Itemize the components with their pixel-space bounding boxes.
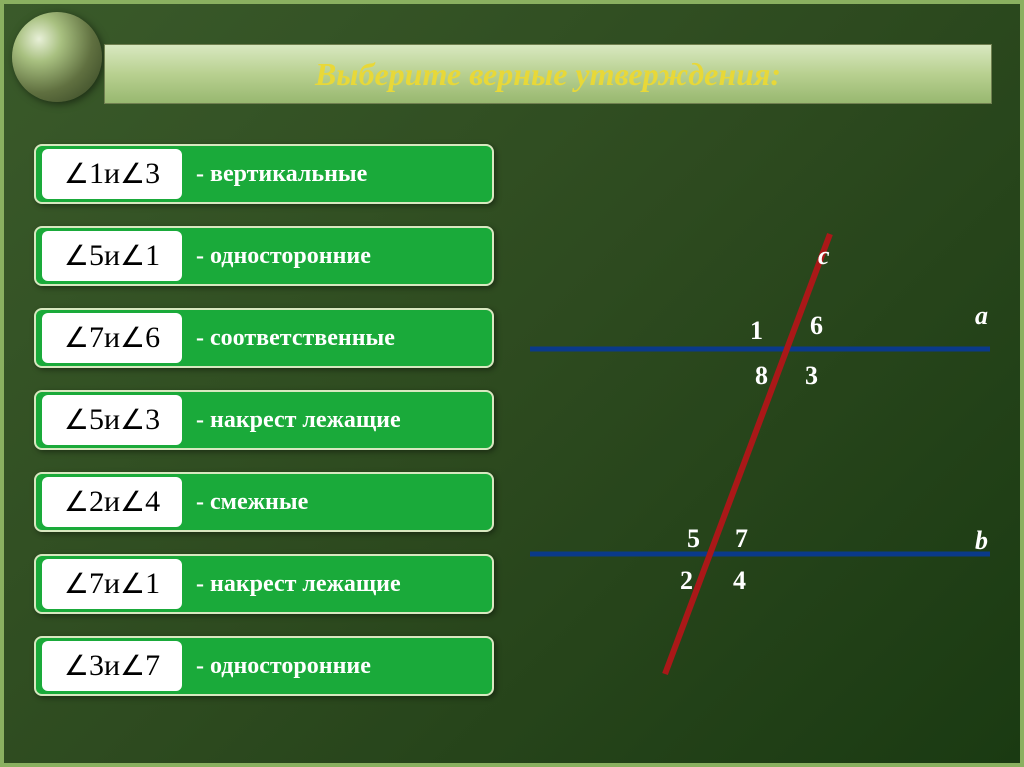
line-c <box>665 234 830 674</box>
page-title: Выберите верные утверждения: <box>315 56 781 93</box>
title-bar: Выберите верные утверждения: <box>104 44 992 104</box>
statement-row[interactable]: ∠5 и ∠1 - односторонние <box>34 226 494 286</box>
angle-type-label: - односторонние <box>182 243 492 270</box>
statement-row[interactable]: ∠2 и ∠4 - смежные <box>34 472 494 532</box>
angle-type-label: - смежные <box>182 489 492 516</box>
angle-type-label: - накрест лежащие <box>182 407 492 434</box>
angle-1: 1 <box>750 316 763 345</box>
angle-pair: ∠1 и ∠3 <box>42 149 182 199</box>
angle-8: 8 <box>755 361 768 390</box>
angle-pair: ∠3 и ∠7 <box>42 641 182 691</box>
statement-row[interactable]: ∠3 и ∠7 - односторонние <box>34 636 494 696</box>
angle-type-label: - накрест лежащие <box>182 571 492 598</box>
decorative-sphere <box>12 12 102 102</box>
angle-pair: ∠5 и ∠1 <box>42 231 182 281</box>
geometry-diagram: a b c 1 6 8 3 5 7 2 4 <box>520 224 1000 684</box>
angle-type-label: - односторонние <box>182 653 492 680</box>
label-a: a <box>975 301 988 330</box>
angle-7: 7 <box>735 524 748 553</box>
angle-pair: ∠2 и ∠4 <box>42 477 182 527</box>
statement-row[interactable]: ∠5 и ∠3 - накрест лежащие <box>34 390 494 450</box>
angle-3: 3 <box>805 361 818 390</box>
statement-row[interactable]: ∠7 и ∠1 - накрест лежащие <box>34 554 494 614</box>
statement-row[interactable]: ∠1 и ∠3 - вертикальные <box>34 144 494 204</box>
angle-pair: ∠7 и ∠6 <box>42 313 182 363</box>
angle-type-label: - соответственные <box>182 325 492 352</box>
statement-row[interactable]: ∠7 и ∠6 - соответственные <box>34 308 494 368</box>
angle-type-label: - вертикальные <box>182 161 492 188</box>
label-c: c <box>818 241 830 270</box>
label-b: b <box>975 526 988 555</box>
angle-4: 4 <box>733 566 746 595</box>
statement-list: ∠1 и ∠3 - вертикальные ∠5 и ∠1 - односто… <box>34 144 494 696</box>
angle-5: 5 <box>687 524 700 553</box>
angle-6: 6 <box>810 311 823 340</box>
angle-pair: ∠5 и ∠3 <box>42 395 182 445</box>
angle-pair: ∠7 и ∠1 <box>42 559 182 609</box>
angle-2: 2 <box>680 566 693 595</box>
